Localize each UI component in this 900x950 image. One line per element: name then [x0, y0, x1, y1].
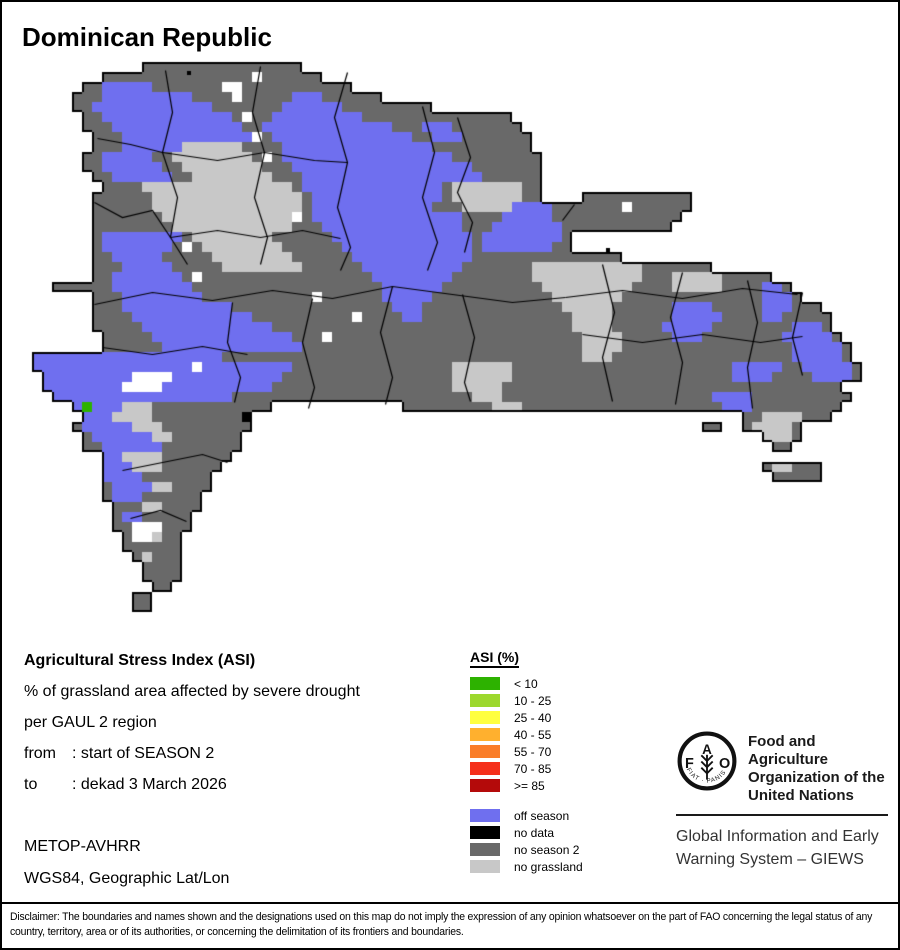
from-label: from: [24, 745, 56, 762]
legend-row: 10 - 25: [470, 692, 670, 709]
country-raster-map[interactable]: [2, 57, 898, 649]
legend-swatch: [470, 809, 500, 822]
legend-row: no grassland: [470, 858, 670, 875]
to-value: : dekad 3 March 2026: [72, 776, 227, 793]
svg-text:O: O: [719, 756, 730, 772]
map-legend: ASI (%) < 10 10 - 25 25 - 40 40 - 55 55 - 70…: [470, 649, 670, 875]
legend-row: 25 - 40: [470, 709, 670, 726]
fao-branding: F A O FIAT · PANIS Food and Agriculture …: [676, 730, 888, 871]
period-to: to : dekad 3 March 2026: [24, 776, 454, 794]
fao-wordmark: Food and Agriculture Organization of the…: [748, 730, 888, 805]
disclaimer-text: Disclaimer: The boundaries and names sho…: [10, 911, 873, 938]
fao-org-line3: United Nations: [748, 787, 854, 804]
legend-swatch: [470, 711, 500, 724]
legend-label: >= 85: [514, 778, 545, 793]
giews-line2: Warning System – GIEWS: [676, 851, 864, 868]
index-region-line: per GAUL 2 region: [24, 714, 157, 731]
legend-swatch: [470, 694, 500, 707]
legend-swatch: [470, 728, 500, 741]
legend-swatch: [470, 843, 500, 856]
index-subtitle: % of grassland area affected by severe d…: [24, 683, 360, 700]
wheat-ear-icon: [700, 754, 714, 780]
projection-name: WGS84, Geographic Lat/Lon: [24, 870, 230, 887]
giews-line1: Global Information and Early: [676, 828, 879, 845]
legend-label: 10 - 25: [514, 693, 552, 708]
page-title: Dominican Republic: [22, 22, 272, 52]
legend-row: 55 - 70: [470, 743, 670, 760]
legend-label: no grassland: [514, 859, 583, 874]
fao-divider: [676, 814, 888, 816]
legend-swatch: [470, 860, 500, 873]
legend-swatch: [470, 677, 500, 690]
to-label: to: [24, 776, 38, 793]
legend-label: no data: [514, 825, 555, 840]
legend-row: no data: [470, 824, 670, 841]
legend-row: no season 2: [470, 841, 670, 858]
legend-row: 40 - 55: [470, 726, 670, 743]
fao-org-line2: Organization of the: [748, 769, 885, 786]
sensor-name: METOP-AVHRR: [24, 838, 141, 855]
legend-swatch: [470, 762, 500, 775]
legend-swatch: [470, 745, 500, 758]
legend-label: 55 - 70: [514, 744, 552, 759]
fao-org-line1: Food and Agriculture: [748, 733, 829, 768]
giews-wordmark: Global Information and Early Warning Sys…: [676, 825, 888, 871]
index-title: Agricultural Stress Index (ASI): [24, 652, 256, 669]
legend-label: no season 2: [514, 842, 580, 857]
legend-row: < 10: [470, 675, 670, 692]
svg-text:A: A: [702, 742, 712, 757]
legend-swatch: [470, 826, 500, 839]
legend-swatch: [470, 779, 500, 792]
source-block: METOP-AVHRR WGS84, Geographic Lat/Lon: [24, 838, 454, 902]
legend-title: ASI (%): [470, 649, 519, 668]
disclaimer-box: Disclaimer: The boundaries and names sho…: [2, 902, 898, 948]
legend-label: 40 - 55: [514, 727, 552, 742]
legend-label: 25 - 40: [514, 710, 552, 725]
legend-row: off season: [470, 807, 670, 824]
map-description: Agricultural Stress Index (ASI) % of gra…: [24, 652, 454, 807]
fao-logo-icon: F A O FIAT · PANIS: [677, 731, 737, 791]
legend-label: 70 - 85: [514, 761, 552, 776]
period-from: from : start of SEASON 2: [24, 745, 454, 763]
legend-label: off season: [514, 808, 570, 823]
legend-asi-classes: < 10 10 - 25 25 - 40 40 - 55 55 - 70 70 - 85 >…: [470, 675, 670, 794]
legend-extra-classes: off season no data no season 2 no grassland: [470, 807, 670, 875]
legend-label: < 10: [514, 676, 538, 691]
legend-row: >= 85: [470, 777, 670, 794]
svg-text:F: F: [685, 756, 694, 772]
from-value: : start of SEASON 2: [72, 745, 215, 762]
legend-gap: [470, 794, 670, 807]
legend-row: 70 - 85: [470, 760, 670, 777]
